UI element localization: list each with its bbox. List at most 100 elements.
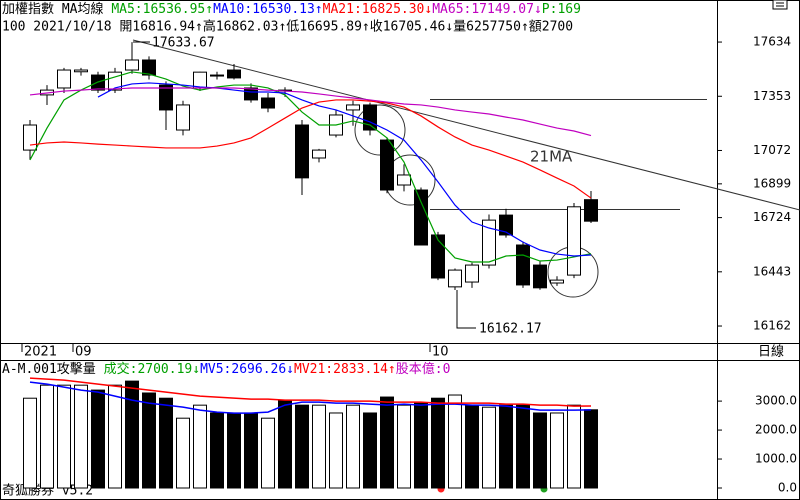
volume-bar	[261, 417, 275, 489]
ma-line	[29, 71, 592, 263]
y-tick-label: 16724	[753, 210, 791, 224]
y-tick-label: 17072	[753, 143, 791, 157]
low-annotation: 16162.17	[479, 322, 542, 337]
volume-bar	[125, 380, 139, 489]
volume-bar	[159, 397, 173, 489]
candle-body	[482, 219, 496, 266]
volume-bar	[584, 409, 598, 489]
volume-bar	[414, 402, 428, 489]
y-tick-label: 17353	[753, 89, 791, 103]
ma-line	[29, 87, 592, 137]
volume-bar	[57, 384, 71, 489]
y-tick-label: 1000.0	[755, 452, 797, 466]
legend-entry: MV5:2696.26↓	[200, 362, 294, 377]
annotation-leader	[456, 290, 476, 329]
volume-bar	[74, 384, 88, 489]
volume-bar	[40, 384, 54, 489]
candle-body	[57, 69, 71, 89]
y-tick-label: 3000.0	[755, 394, 797, 408]
candle-body	[550, 279, 564, 284]
volume-bar	[210, 412, 224, 489]
candle-body	[567, 206, 581, 276]
period-label: 日線	[758, 344, 784, 360]
volume-bar	[312, 404, 326, 489]
candle-body	[499, 214, 513, 236]
ma-line	[29, 99, 592, 199]
volume-bar	[448, 394, 462, 489]
candle-body	[261, 97, 275, 109]
x-tick-label: 2021	[24, 345, 57, 360]
candle-body	[448, 269, 462, 288]
candle-body	[74, 69, 88, 73]
volume-bar	[23, 397, 37, 489]
candle-body	[244, 87, 258, 101]
volume-ma-line	[29, 381, 592, 414]
candle-body	[210, 74, 224, 77]
y-tick-label: 16162	[753, 319, 791, 333]
volume-bar	[91, 389, 105, 489]
volume-bar	[397, 404, 411, 489]
candle-body	[516, 244, 530, 286]
candle-body	[125, 59, 139, 71]
legend-entry: 加權指數 MA均線	[2, 1, 111, 17]
volume-bar	[244, 412, 258, 489]
volume-bar	[329, 412, 343, 489]
legend-entry: 股本億:0	[396, 361, 451, 377]
volume-bar	[227, 412, 241, 489]
x-tick-label: 10	[432, 345, 449, 360]
volume-bar	[499, 404, 513, 489]
volume-bar	[465, 404, 479, 489]
volume-bar	[533, 412, 547, 489]
y-tick-label: 17634	[753, 35, 791, 49]
quote-line: 100 2021/10/18 開16816.94↑高16862.03↑低1669…	[2, 19, 573, 35]
legend-entry: MA10:16530.13↑	[213, 2, 323, 17]
legend-entry: MV21:2833.14↑	[294, 362, 396, 377]
trend-line	[132, 39, 800, 211]
volume-bar	[363, 412, 377, 489]
volume-bar	[278, 399, 292, 489]
price-legend: 加權指數 MA均線 MA5:16536.95↑MA10:16530.13↑MA2…	[2, 1, 581, 17]
legend-entry: MA5:16536.95↑	[111, 2, 213, 17]
candle-body	[397, 174, 411, 186]
candle-body	[533, 264, 547, 289]
high-annotation: 17633.67	[152, 36, 215, 51]
candle-body	[414, 189, 428, 246]
volume-bar	[193, 404, 207, 489]
y-tick-label: 0.0	[778, 481, 797, 495]
candle-body	[176, 104, 190, 131]
volume-bar	[142, 392, 156, 489]
ma-note: 21MA	[530, 148, 573, 166]
volume-bar	[380, 396, 394, 489]
candle-body	[227, 69, 241, 79]
candle-body	[142, 59, 156, 76]
candle-body	[346, 104, 360, 111]
volume-bar	[431, 397, 445, 489]
candle-body	[23, 124, 37, 151]
volume-bar	[516, 404, 530, 489]
volume-bar	[346, 404, 360, 489]
legend-entry: MA65:17149.07↓	[432, 2, 542, 17]
toolbar-icon[interactable]	[772, 0, 788, 10]
ma-line	[97, 82, 592, 257]
candle-body	[295, 124, 309, 179]
legend-entry: A-M.001攻擊量	[2, 361, 104, 377]
volume-bar	[295, 404, 309, 489]
volume-ma-line	[29, 377, 592, 407]
y-tick-label: 16899	[753, 176, 791, 190]
x-tick-label: 09	[75, 345, 92, 360]
candle-body	[363, 104, 377, 131]
legend-entry: MA21:16825.30↓	[323, 2, 433, 17]
volume-bar	[550, 412, 564, 489]
candle-body	[193, 71, 207, 89]
volume-bar	[482, 406, 496, 489]
candle-body	[465, 264, 479, 283]
volume-bar	[176, 417, 190, 489]
candle-body	[159, 84, 173, 111]
volume-bar	[567, 404, 581, 489]
y-tick-label: 16443	[753, 264, 791, 278]
volume-bar	[108, 384, 122, 489]
candle-body	[431, 234, 445, 279]
candle-body	[380, 139, 394, 191]
legend-entry: P:169	[542, 2, 581, 17]
